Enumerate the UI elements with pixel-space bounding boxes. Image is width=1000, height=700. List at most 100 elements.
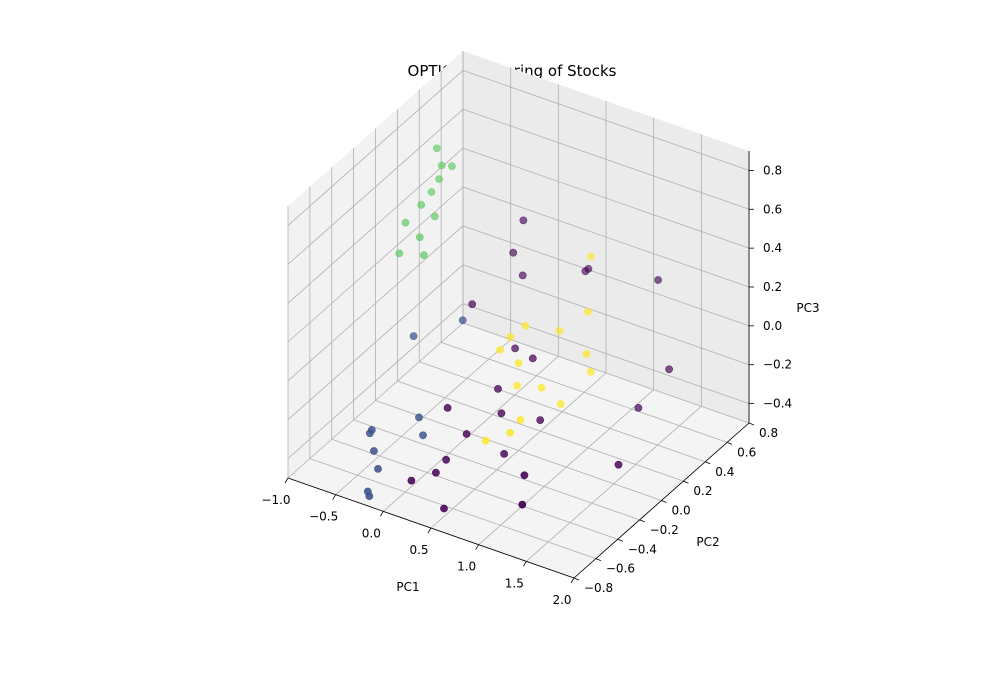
z-tick-label: 0.0 — [763, 319, 782, 333]
data-point-cluster-0 — [419, 431, 427, 440]
z-tick-label: −0.4 — [763, 397, 792, 411]
data-point-cluster--1 — [614, 460, 623, 469]
grid-line-z-back — [462, 147, 750, 249]
y-tick-mark — [748, 422, 755, 426]
y-tick-label: 0.2 — [693, 484, 712, 498]
grid-line-z-back — [462, 225, 750, 327]
data-point-cluster-2 — [496, 345, 504, 354]
data-point-cluster-0 — [415, 413, 423, 422]
z-axis-label: PC3 — [796, 301, 819, 315]
data-point-cluster--1 — [494, 384, 502, 393]
data-point-cluster-2 — [516, 415, 525, 424]
grid-line-z-left — [287, 108, 464, 265]
data-point-cluster-2 — [506, 428, 515, 437]
grid-line-z-left — [287, 264, 464, 421]
data-points — [363, 144, 673, 513]
x-tick-mark — [332, 494, 337, 500]
y-tick-label: −0.2 — [650, 523, 679, 537]
data-point-cluster--1 — [634, 403, 643, 412]
x-tick-label: −0.5 — [309, 510, 338, 524]
data-point-cluster-1 — [401, 218, 410, 227]
data-point-cluster-2 — [586, 367, 595, 376]
y-tick-label: 0.4 — [715, 465, 734, 479]
data-point-cluster-0 — [458, 316, 467, 325]
y-tick-label: 0.8 — [759, 426, 778, 440]
y-tick-label: 0.0 — [672, 504, 691, 518]
data-point-cluster-1 — [419, 251, 428, 260]
grid-line-z-back — [462, 70, 750, 171]
y-tick-mark — [639, 519, 645, 523]
data-point-cluster-2 — [537, 383, 546, 392]
data-point-cluster--1 — [462, 430, 471, 438]
data-point-cluster--1 — [509, 248, 518, 257]
data-point-cluster--1 — [443, 403, 452, 412]
data-point-cluster-2 — [513, 381, 521, 390]
x-tick-label: 0.5 — [409, 543, 428, 557]
grid-line-y-floor — [440, 341, 728, 443]
grid-line-z-left — [287, 303, 464, 459]
data-point-cluster--1 — [518, 500, 527, 509]
grid-line-y-floor — [331, 438, 618, 540]
grid-line-z-back — [462, 303, 750, 404]
x-tick-mark — [379, 511, 384, 517]
grid-line-z-left — [287, 225, 464, 382]
x-tick-label: −1.0 — [261, 493, 290, 507]
data-point-cluster-2 — [481, 436, 490, 445]
y-tick-label: 0.6 — [737, 445, 756, 459]
z-tick-label: 0.6 — [763, 202, 782, 216]
data-point-cluster-2 — [514, 359, 523, 367]
data-point-cluster-0 — [374, 464, 382, 473]
x-tick-label: 0.0 — [362, 526, 381, 540]
grid-lines — [287, 51, 750, 579]
data-point-cluster--1 — [581, 267, 590, 276]
grid-line-z-left — [287, 147, 464, 304]
data-point-cluster-2 — [555, 326, 564, 335]
z-tick-label: 0.4 — [763, 241, 782, 255]
data-point-cluster-2 — [556, 400, 565, 408]
y-tick-label: −0.4 — [628, 542, 657, 556]
y-tick-mark — [726, 442, 733, 445]
data-point-cluster-2 — [582, 350, 591, 358]
y-tick-mark — [683, 480, 689, 484]
z-tick-label: 0.8 — [763, 163, 782, 177]
data-point-cluster--1 — [520, 471, 529, 480]
data-point-cluster--1 — [665, 365, 673, 374]
data-point-cluster--1 — [407, 476, 416, 485]
y-tick-mark — [573, 577, 580, 581]
data-point-cluster--1 — [654, 276, 662, 284]
data-point-cluster-2 — [506, 333, 515, 341]
data-point-cluster-0 — [367, 425, 376, 434]
z-tick-label: 0.2 — [763, 280, 782, 294]
data-point-cluster--1 — [536, 416, 545, 424]
grid-line-y-floor — [419, 361, 706, 463]
data-point-cluster-2 — [521, 321, 530, 330]
y-tick-mark — [595, 558, 602, 561]
y-axis-label: PC2 — [696, 535, 719, 549]
data-point-cluster--1 — [518, 271, 527, 280]
data-point-cluster-0 — [365, 492, 374, 500]
x-tick-mark — [475, 544, 480, 550]
data-point-cluster-2 — [587, 252, 595, 261]
data-point-cluster-1 — [417, 200, 426, 209]
data-point-cluster-1 — [395, 249, 404, 258]
data-point-cluster-1 — [430, 212, 439, 221]
data-point-cluster--1 — [497, 409, 506, 418]
x-axis-label: PC1 — [396, 580, 419, 594]
grid-line-y-floor — [397, 380, 684, 482]
x-tick-mark — [570, 577, 575, 584]
data-point-cluster-1 — [435, 175, 443, 183]
z-tick-label: −0.2 — [763, 358, 792, 372]
grid-line-z-back — [462, 108, 750, 210]
grid-line-z-back — [462, 264, 750, 366]
data-point-cluster--1 — [442, 455, 450, 464]
data-point-cluster-1 — [415, 233, 424, 242]
x-tick-mark — [522, 561, 527, 567]
tick-labels: −1.0 −0.5 0.0 0.5 1.0 1.5 2.0 −0.8 −0.6 −0.4 −0.2 0… — [261, 163, 792, 607]
data-point-cluster--1 — [519, 216, 528, 225]
data-point-cluster--1 — [440, 504, 448, 513]
y-tick-label: −0.8 — [584, 581, 613, 595]
axis-panes — [288, 51, 749, 578]
grid-line-z-back — [462, 186, 750, 288]
